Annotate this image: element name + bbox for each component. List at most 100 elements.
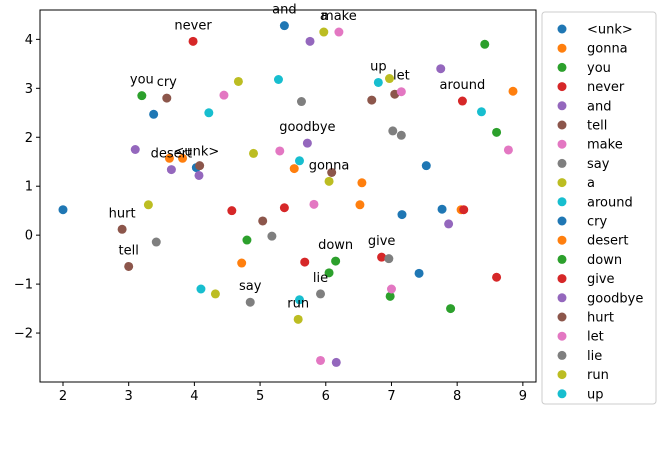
- x-tick-label: 4: [190, 389, 198, 404]
- data-point: [309, 199, 319, 209]
- point-label: around: [440, 78, 486, 93]
- point-label: <unk>: [173, 145, 219, 160]
- legend-marker: [557, 101, 567, 111]
- legend-label: make: [587, 138, 623, 153]
- data-point: [492, 272, 502, 282]
- data-point: [137, 91, 147, 101]
- legend-label: lie: [587, 349, 602, 364]
- data-point: [195, 161, 205, 171]
- data-point: [58, 205, 68, 215]
- data-point: [327, 168, 337, 178]
- x-tick-label: 2: [59, 389, 67, 404]
- data-point: [377, 252, 387, 262]
- x-tick-label: 9: [519, 389, 527, 404]
- data-point: [436, 64, 446, 74]
- point-label: lie: [313, 271, 328, 286]
- legend-label: say: [587, 157, 610, 172]
- axis-ticks: 2 3 4 5 6 7 8 9 −2 −1 0 1 2 3 4: [14, 33, 527, 404]
- legend-label: around: [587, 195, 633, 210]
- legend-label: goodbye: [587, 291, 643, 306]
- point-label: say: [239, 279, 262, 294]
- legend-marker: [557, 24, 567, 34]
- legend-marker: [557, 331, 567, 341]
- y-tick-label: −1: [14, 278, 33, 293]
- data-point: [296, 97, 306, 107]
- legend-marker: [557, 370, 567, 380]
- data-point: [305, 36, 315, 46]
- point-label: tell: [119, 243, 139, 258]
- data-point: [267, 231, 277, 241]
- data-point: [227, 206, 237, 216]
- data-point: [331, 357, 341, 367]
- data-point: [446, 304, 456, 314]
- legend-marker: [557, 62, 567, 72]
- data-point: [245, 297, 255, 307]
- y-tick-label: 2: [25, 131, 33, 146]
- legend-label: down: [587, 253, 622, 268]
- y-tick-label: 1: [25, 180, 33, 195]
- data-point: [302, 138, 312, 148]
- legend-marker: [557, 254, 567, 264]
- data-point: [324, 176, 334, 186]
- y-tick-label: −2: [14, 327, 33, 342]
- data-point: [316, 355, 326, 365]
- data-point: [164, 153, 174, 163]
- data-point: [492, 127, 502, 137]
- data-point: [384, 254, 394, 264]
- point-label: hurt: [109, 206, 136, 221]
- legend-label: you: [587, 61, 611, 76]
- legend-marker: [557, 312, 567, 322]
- data-point: [324, 268, 334, 278]
- data-point: [149, 109, 159, 119]
- data-point: [357, 178, 367, 188]
- data-point: [444, 219, 454, 229]
- legend-label: a: [587, 176, 595, 191]
- data-point: [503, 145, 513, 155]
- data-point: [388, 126, 398, 136]
- data-point: [233, 76, 243, 86]
- legend-label: gonna: [587, 42, 628, 57]
- data-point: [166, 165, 176, 175]
- legend-marker: [557, 293, 567, 303]
- x-tick-label: 8: [453, 389, 461, 404]
- point-label: desert: [151, 147, 192, 162]
- data-point: [476, 107, 486, 117]
- legend-label: <unk>: [587, 23, 633, 38]
- point-label: never: [174, 18, 212, 33]
- data-point: [316, 289, 326, 299]
- y-tick-label: 3: [25, 82, 33, 97]
- legend-marker: [557, 82, 567, 92]
- data-point: [384, 74, 394, 84]
- y-tick-label: 4: [25, 33, 33, 48]
- data-point: [508, 86, 518, 96]
- data-point: [480, 39, 490, 49]
- data-point: [414, 268, 424, 278]
- data-point: [396, 130, 406, 140]
- data-point: [397, 210, 407, 220]
- data-point: [289, 164, 299, 174]
- data-point: [162, 93, 172, 103]
- data-point: [258, 216, 268, 226]
- data-point: [210, 289, 220, 299]
- legend-marker: [557, 216, 567, 226]
- point-label: you: [130, 73, 154, 88]
- data-point: [279, 203, 289, 213]
- legend-marker: [557, 389, 567, 399]
- data-point: [130, 145, 140, 154]
- point-label: make: [321, 9, 357, 24]
- data-point: [273, 75, 283, 85]
- point-label: goodbye: [279, 120, 335, 135]
- y-tick-label: 0: [25, 229, 33, 244]
- data-point: [279, 21, 289, 31]
- legend-label: give: [587, 272, 615, 287]
- point-label: run: [287, 296, 309, 311]
- legend-label: run: [587, 368, 609, 383]
- x-tick-label: 7: [387, 389, 395, 404]
- data-point: [178, 153, 188, 163]
- x-tick-label: 6: [322, 389, 330, 404]
- legend: <unk> gonna you never and tell make say a around c…: [541, 11, 657, 405]
- data-point: [204, 108, 214, 118]
- plot-frame: [39, 9, 537, 383]
- data-point: [459, 205, 469, 215]
